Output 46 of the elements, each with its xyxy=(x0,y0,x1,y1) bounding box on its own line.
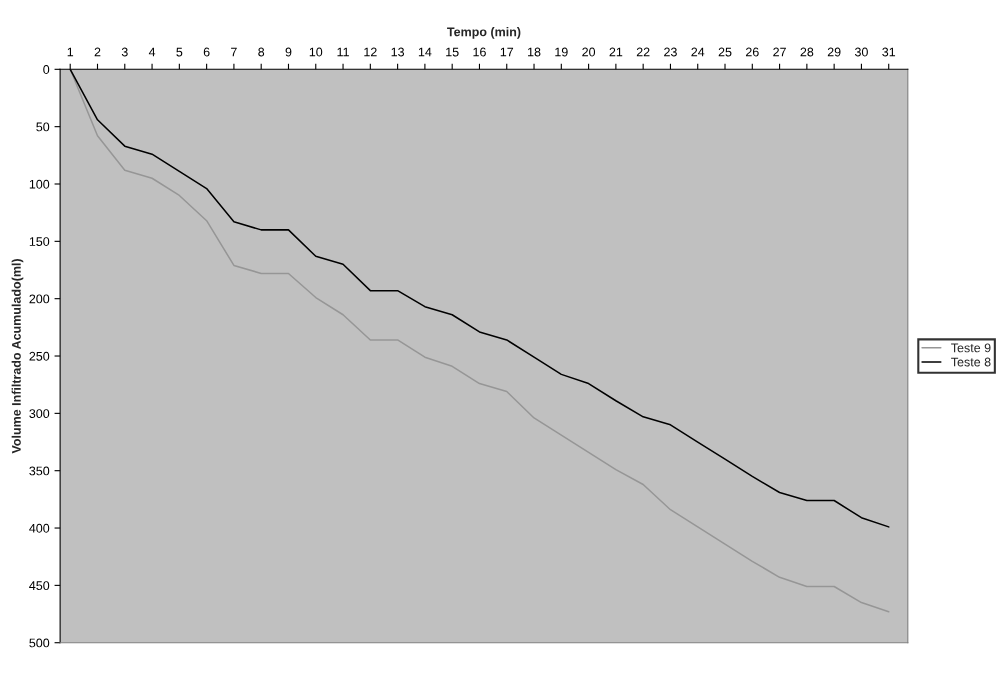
x-tick-label: 29 xyxy=(827,47,841,57)
y-tick-label: 0 xyxy=(43,65,50,74)
x-axis-title: Tempo (min) xyxy=(447,27,521,39)
x-tick-label: 18 xyxy=(528,47,541,57)
x-tick-label: 12 xyxy=(364,47,377,57)
y-tick-label: 200 xyxy=(29,294,50,304)
x-tick-label: 23 xyxy=(664,47,677,57)
x-tick-label: 30 xyxy=(854,47,868,57)
x-tick-label: 9 xyxy=(285,47,292,57)
y-tick-label: 50 xyxy=(36,122,50,132)
y-tick-label: 500 xyxy=(29,638,50,648)
y-axis-title: Volume Infiltrado Acumulado(ml) xyxy=(11,259,24,454)
y-tick-label: 400 xyxy=(29,523,50,533)
x-tick-label: 20 xyxy=(582,47,596,57)
x-tick-label: 16 xyxy=(473,47,486,57)
x-tick-label: 7 xyxy=(231,47,237,57)
x-tick-label: 10 xyxy=(309,47,323,57)
x-tick-label: 4 xyxy=(148,47,156,57)
x-tick-label: 2 xyxy=(94,47,101,57)
x-tick-label: 6 xyxy=(203,47,210,57)
x-tick-label: 5 xyxy=(176,47,183,57)
x-tick-label: 14 xyxy=(418,47,432,57)
x-tick-label: 25 xyxy=(718,47,732,57)
y-tick-label: 100 xyxy=(29,179,50,189)
x-tick-label: 28 xyxy=(800,47,814,57)
x-tick-label: 3 xyxy=(121,47,128,57)
x-tick-label: 26 xyxy=(745,47,759,57)
x-tick-label: 13 xyxy=(391,47,405,57)
legend-label: Teste 9 xyxy=(951,343,991,353)
x-tick-label: 11 xyxy=(337,47,349,57)
x-tick-label: 27 xyxy=(773,47,786,57)
y-tick-label: 150 xyxy=(29,237,50,246)
x-tick-label: 17 xyxy=(500,47,514,57)
y-tick-label: 450 xyxy=(29,581,50,591)
x-tick-label: 8 xyxy=(258,47,265,57)
x-tick-label: 24 xyxy=(691,47,705,57)
x-tick-label: 1 xyxy=(67,47,74,57)
x-tick-label: 22 xyxy=(636,47,650,57)
y-tick-label: 350 xyxy=(29,466,50,476)
x-tick-label: 31 xyxy=(882,47,896,57)
y-tick-label: 300 xyxy=(29,409,50,419)
x-tick-label: 15 xyxy=(446,47,459,57)
y-tick-label: 250 xyxy=(29,351,50,361)
legend-label: Teste 8 xyxy=(951,357,991,367)
x-tick-label: 19 xyxy=(555,47,568,57)
x-tick-label: 21 xyxy=(609,47,623,57)
